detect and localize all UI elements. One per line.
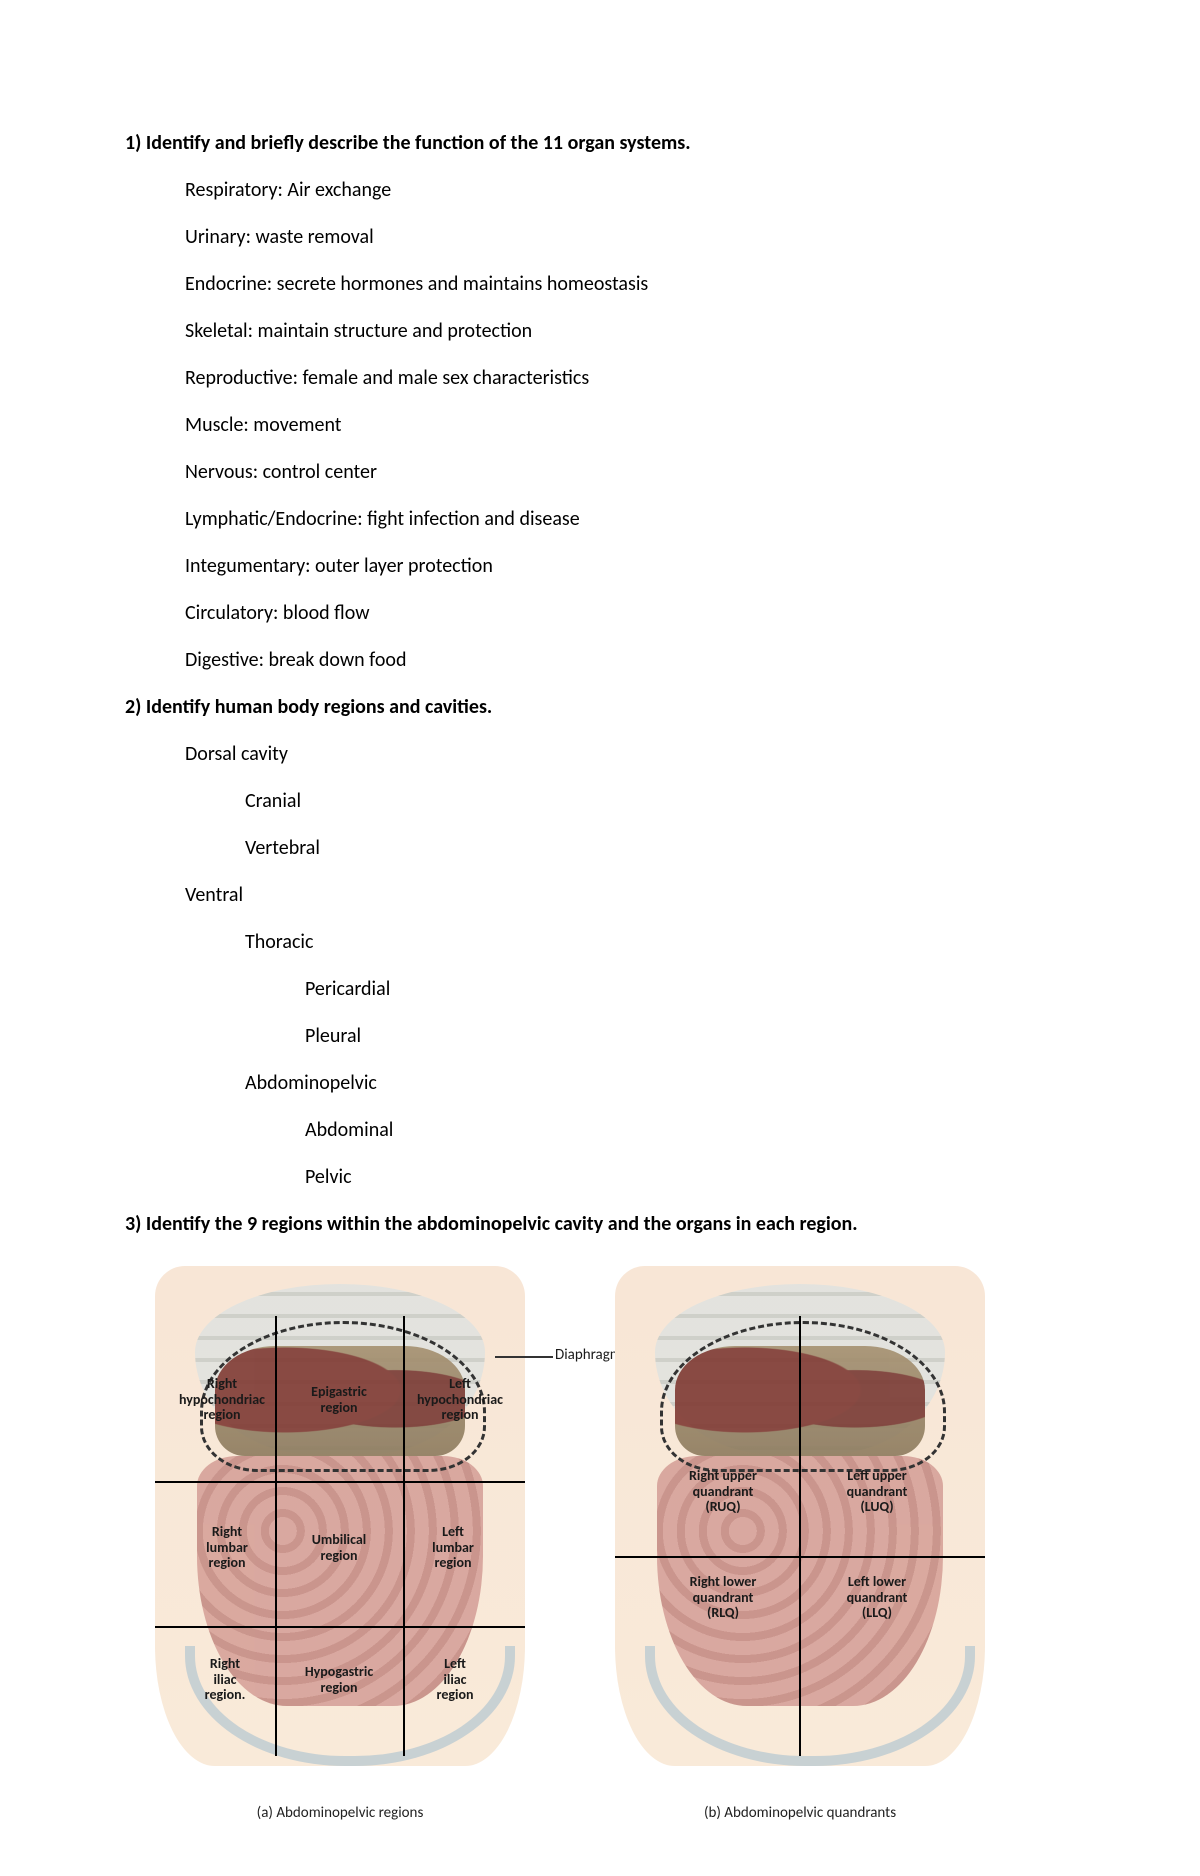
panel-quadrants: Right upper quandrant (RUQ)Left upper qu… xyxy=(585,1256,1015,1816)
anatomy-figure: Right hypochondriac regionEpigastric reg… xyxy=(125,1256,1085,1816)
gridline-v2 xyxy=(403,1316,405,1756)
diaphragm-leader-left xyxy=(495,1356,553,1358)
document-page: 1) Identify and briefly describe the fun… xyxy=(0,0,1200,1876)
q2-tree: Dorsal cavity Cranial Vertebral Ventral … xyxy=(125,741,1075,1191)
cavity-cranial: Cranial xyxy=(245,788,1075,815)
gridline-v xyxy=(799,1316,801,1756)
torso-shape xyxy=(155,1266,525,1766)
cavity-pleural: Pleural xyxy=(305,1023,1075,1050)
panel-regions: Right hypochondriac regionEpigastric reg… xyxy=(125,1256,555,1816)
gridline-h xyxy=(615,1556,985,1558)
q2-heading: 2) Identify human body regions and cavit… xyxy=(125,694,1075,721)
cavity-ventral: Ventral xyxy=(185,882,1075,909)
organ-system-item: Integumentary: outer layer protection xyxy=(185,553,1075,580)
organ-system-item: Endocrine: secrete hormones and maintain… xyxy=(185,271,1075,298)
organ-system-item: Reproductive: female and male sex charac… xyxy=(185,365,1075,392)
q1-list: Respiratory: Air exchange Urinary: waste… xyxy=(125,177,1075,674)
gridline-h1 xyxy=(155,1481,525,1483)
cavity-abdominal: Abdominal xyxy=(305,1117,1075,1144)
organ-system-item: Lymphatic/Endocrine: fight infection and… xyxy=(185,506,1075,533)
organ-system-item: Muscle: movement xyxy=(185,412,1075,439)
panel-b-caption: (b) Abdominopelvic quandrants xyxy=(585,1804,1015,1822)
organ-system-item: Circulatory: blood flow xyxy=(185,600,1075,627)
panel-a-caption: (a) Abdominopelvic regions xyxy=(125,1804,555,1822)
organ-system-item: Urinary: waste removal xyxy=(185,224,1075,251)
q1-heading: 1) Identify and briefly describe the fun… xyxy=(125,130,1075,157)
cavity-abdominopelvic: Abdominopelvic xyxy=(245,1070,1075,1097)
cavity-pericardial: Pericardial xyxy=(305,976,1075,1003)
organ-system-item: Digestive: break down food xyxy=(185,647,1075,674)
pelvis-shape xyxy=(185,1646,515,1766)
cavity-thoracic: Thoracic xyxy=(245,929,1075,956)
q3-heading: 3) Identify the 9 regions within the abd… xyxy=(125,1211,1075,1238)
gridline-v1 xyxy=(275,1316,277,1756)
organ-system-item: Nervous: control center xyxy=(185,459,1075,486)
gridline-h2 xyxy=(155,1626,525,1628)
cavity-vertebral: Vertebral xyxy=(245,835,1075,862)
organ-system-item: Respiratory: Air exchange xyxy=(185,177,1075,204)
cavity-dorsal: Dorsal cavity xyxy=(185,741,1075,768)
organ-system-item: Skeletal: maintain structure and protect… xyxy=(185,318,1075,345)
cavity-pelvic: Pelvic xyxy=(305,1164,1075,1191)
pelvis-shape xyxy=(645,1646,975,1766)
